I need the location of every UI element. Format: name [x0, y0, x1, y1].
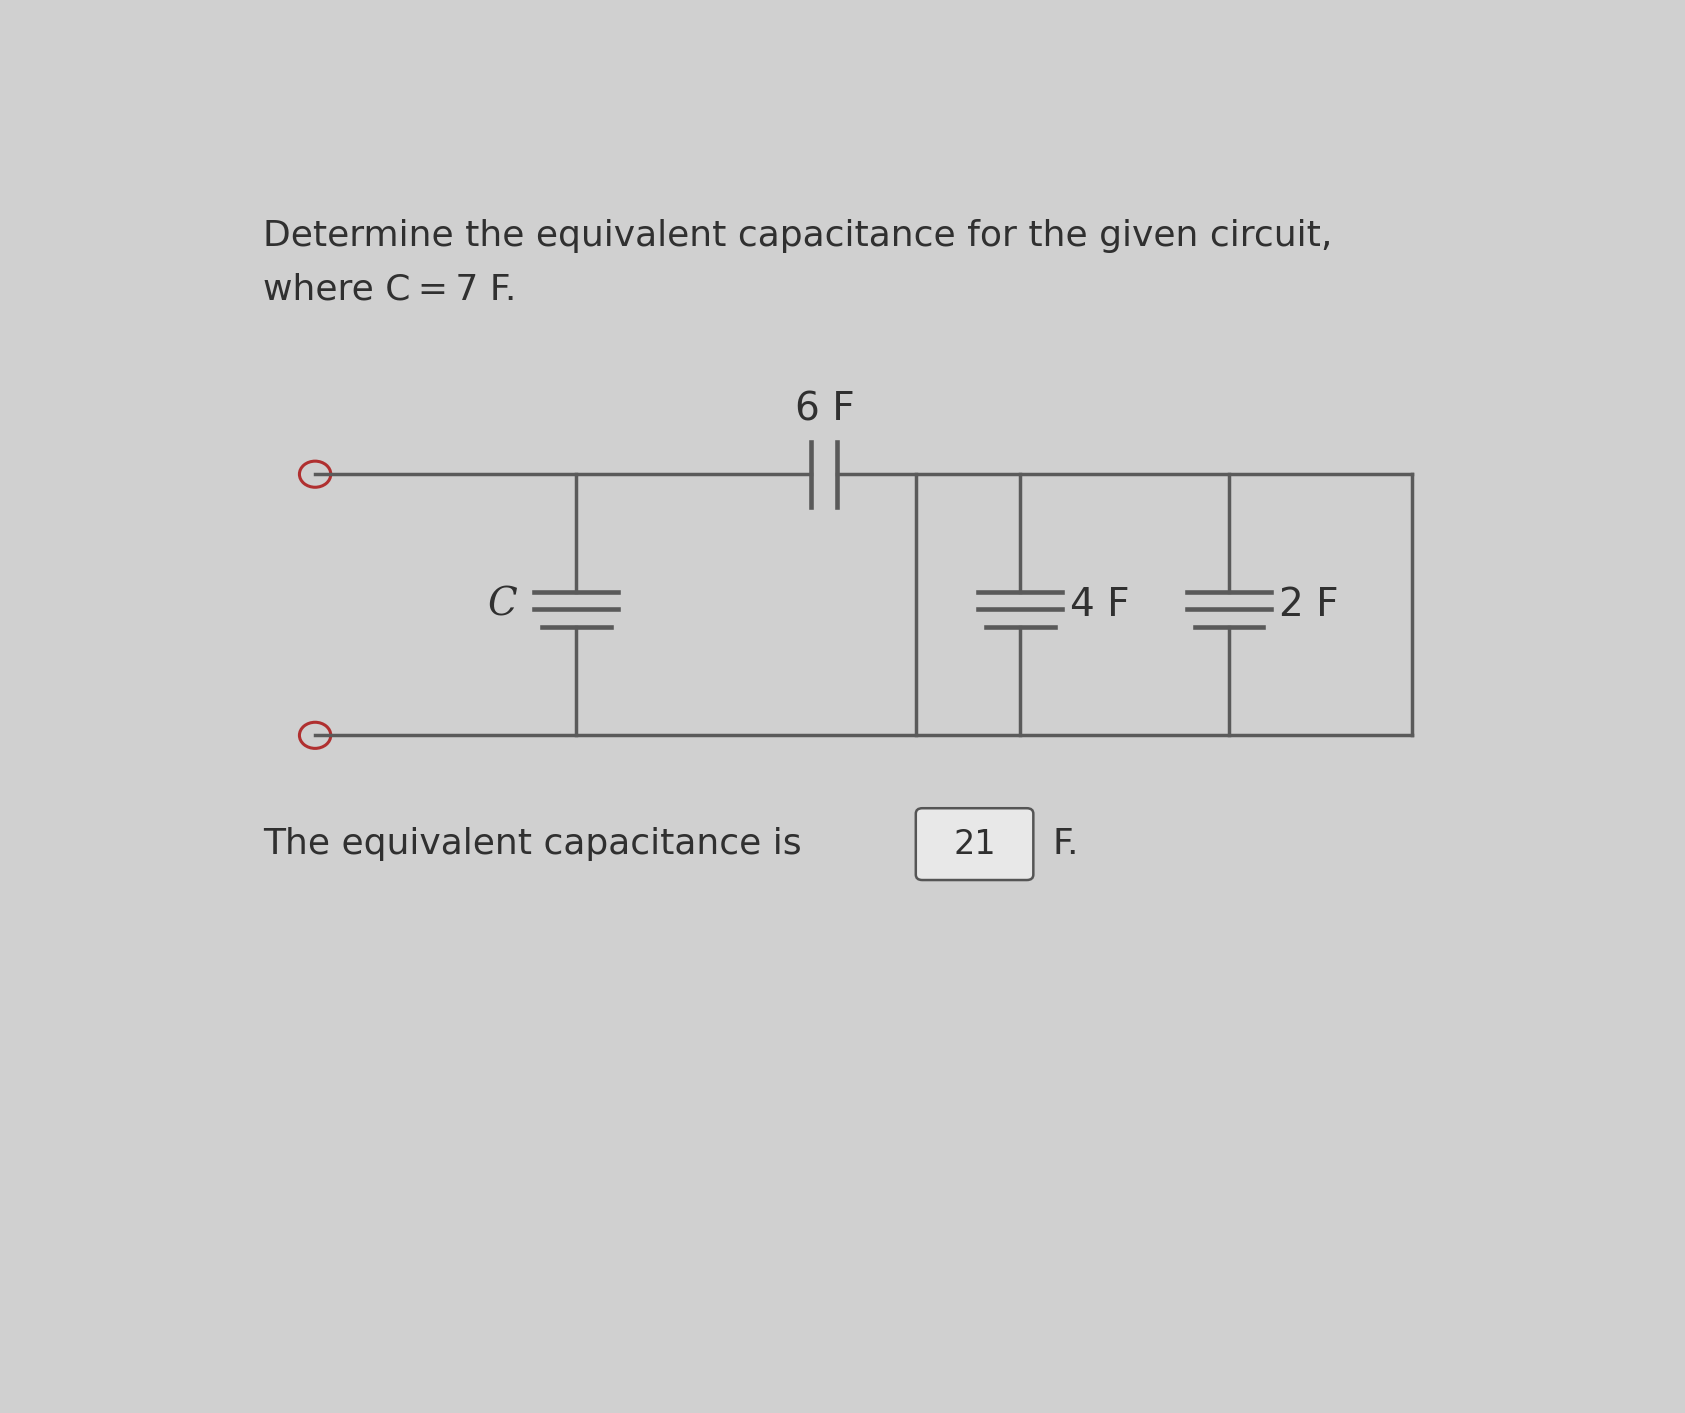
Text: where C = 7 F.: where C = 7 F.: [263, 273, 516, 307]
Text: 21: 21: [954, 828, 996, 861]
Text: 6 F: 6 F: [795, 390, 854, 428]
Text: Determine the equivalent capacitance for the given circuit,: Determine the equivalent capacitance for…: [263, 219, 1333, 253]
Text: 2 F: 2 F: [1279, 586, 1338, 623]
Text: F.: F.: [1053, 827, 1080, 861]
Text: 4 F: 4 F: [1070, 586, 1129, 623]
FancyBboxPatch shape: [917, 808, 1033, 880]
Text: C: C: [487, 586, 517, 623]
Text: The equivalent capacitance is: The equivalent capacitance is: [263, 827, 802, 861]
